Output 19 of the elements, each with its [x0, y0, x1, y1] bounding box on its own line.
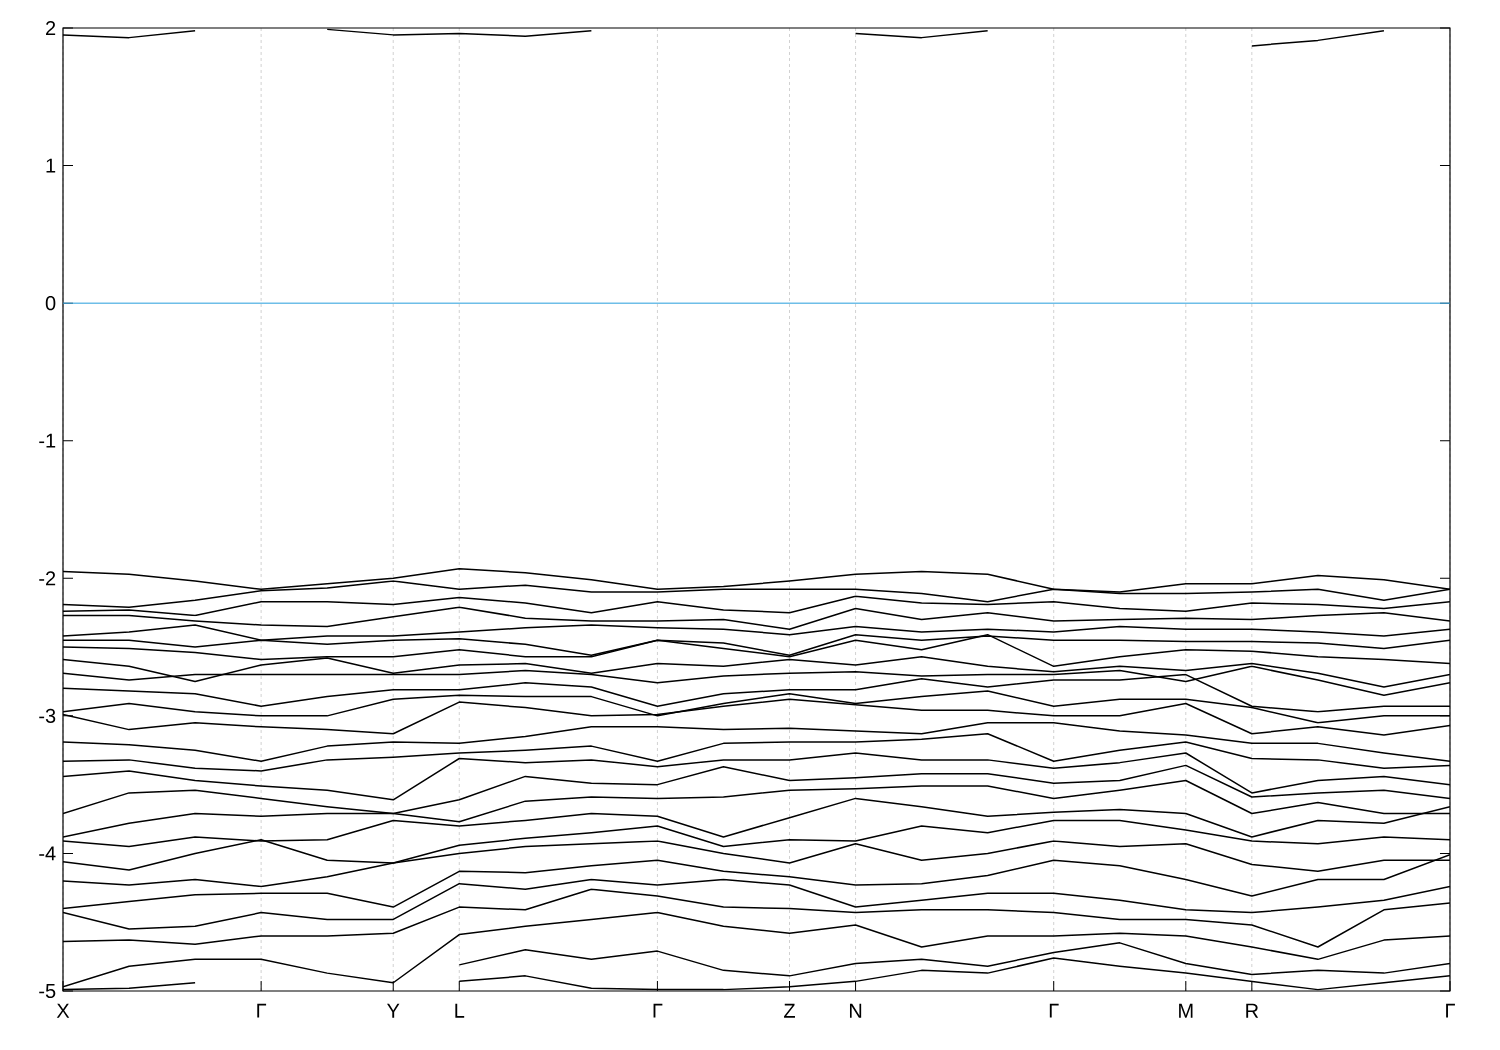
x-tick-label: N [849, 1003, 862, 1018]
y-tick-label: -2 [39, 571, 56, 586]
x-tick-label: Z [784, 1003, 795, 1018]
y-tick-label: -5 [39, 984, 56, 998]
x-tick-label: Γ [257, 1003, 267, 1018]
x-tick-label: L [455, 1003, 465, 1018]
y-tick-label: 0 [45, 296, 56, 311]
y-tick-label: -3 [39, 708, 56, 723]
y-tick-label: -1 [39, 433, 56, 448]
x-tick-label: M [1179, 1003, 1193, 1018]
x-tick-label: Γ [1049, 1003, 1059, 1018]
x-tick-label: X [56, 1003, 70, 1018]
x-tick-label: Y [387, 1003, 400, 1018]
y-tick-label: 1 [46, 158, 56, 173]
x-tick-label: R [1246, 1003, 1259, 1018]
y-tick-label: 2 [46, 21, 56, 35]
x-tick-label: Γ [653, 1003, 663, 1018]
y-tick-label: -4 [39, 846, 56, 861]
x-tick-label: Γ [1446, 1003, 1455, 1018]
